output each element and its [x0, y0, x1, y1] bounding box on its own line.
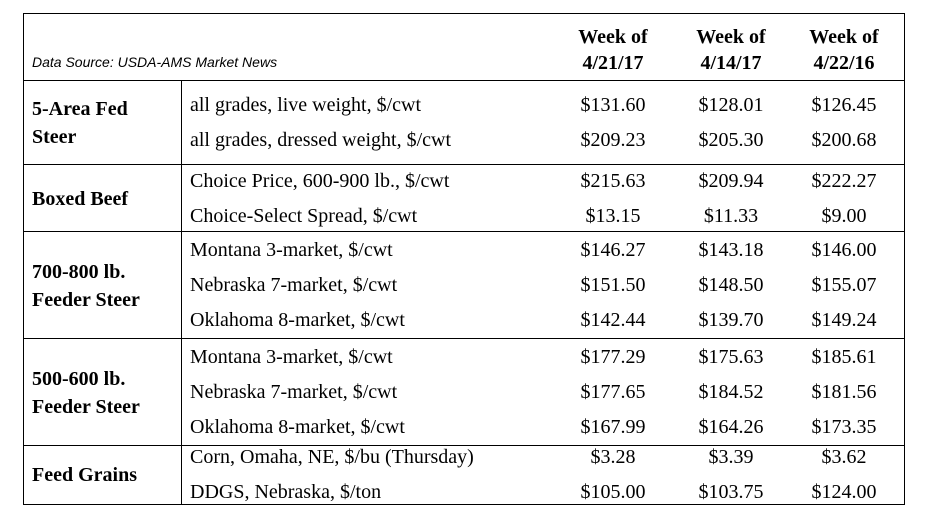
price-cell: $9.00 [821, 205, 867, 227]
table-row: DDGS, Nebraska, $/ton $105.00 $103.75 $124.… [24, 475, 904, 509]
column-header-line1: Week of [578, 26, 648, 48]
column-header-date: 4/21/17 [582, 52, 644, 74]
table-row: all grades, live weight, $/cwt $131.60 $12… [24, 88, 904, 122]
price-cell: $3.39 [708, 446, 754, 468]
price-cell: $105.00 [580, 481, 646, 503]
price-cell: $146.27 [580, 239, 646, 261]
table-row: Choice Price, 600-900 lb., $/cwt $215.63 $… [24, 164, 904, 198]
group-label-line: Steer [32, 126, 77, 148]
table-row: Oklahoma 8-market, $/cwt $142.44 $139.70 $1… [24, 303, 904, 337]
group-label-line: 500-600 lb. [32, 368, 126, 390]
table-row: Montana 3-market, $/cwt $177.29 $175.63 $18… [24, 340, 904, 374]
price-cell: $155.07 [811, 274, 877, 296]
price-cell: $143.18 [698, 239, 764, 261]
group-label-line: Feeder Steer [32, 289, 140, 311]
group-label: 5-Area Fed Steer [32, 95, 128, 151]
row-label: Montana 3-market, $/cwt [190, 346, 393, 368]
column-header-date: 4/22/16 [813, 52, 875, 74]
column-divider [181, 339, 182, 445]
price-cell: $126.45 [811, 94, 877, 116]
column-header-week-2: Week of 4/14/17 [676, 24, 786, 76]
column-header-week-3: Week of 4/22/16 [789, 24, 899, 76]
row-group: 500-600 lb. Feeder Steer Montana 3-market,… [24, 339, 904, 446]
price-cell: $146.00 [811, 239, 877, 261]
table-row: Corn, Omaha, NE, $/bu (Thursday) $3.28 $3.… [24, 440, 904, 474]
row-group: Boxed Beef Choice Price, 600-900 lb., $/c… [24, 165, 904, 232]
price-cell: $167.99 [580, 416, 646, 438]
column-divider [181, 80, 182, 164]
group-label-line: 5-Area Fed [32, 98, 128, 120]
price-cell: $13.15 [585, 205, 641, 227]
group-label: 700-800 lb. Feeder Steer [32, 258, 140, 314]
column-header-week-1: Week of 4/21/17 [558, 24, 668, 76]
group-label-line: Feed Grains [32, 464, 137, 486]
group-label: Boxed Beef [32, 185, 128, 213]
table-row: Nebraska 7-market, $/cwt $151.50 $148.50 $1… [24, 268, 904, 302]
group-label-line: 700-800 lb. [32, 261, 126, 283]
price-cell: $131.60 [580, 94, 646, 116]
price-cell: $103.75 [698, 481, 764, 503]
row-label: Montana 3-market, $/cwt [190, 239, 393, 261]
row-group: 700-800 lb. Feeder Steer Montana 3-market,… [24, 232, 904, 339]
price-cell: $128.01 [698, 94, 764, 116]
row-label: Nebraska 7-market, $/cwt [190, 381, 398, 403]
row-group: Feed Grains Corn, Omaha, NE, $/bu (Thursd… [24, 446, 904, 504]
group-label: Feed Grains [32, 461, 137, 489]
price-cell: $222.27 [811, 170, 877, 192]
price-cell: $164.26 [698, 416, 764, 438]
row-label: Nebraska 7-market, $/cwt [190, 274, 398, 296]
row-label: Oklahoma 8-market, $/cwt [190, 309, 405, 331]
price-cell: $184.52 [698, 381, 764, 403]
price-cell: $149.24 [811, 309, 877, 331]
row-label: all grades, dressed weight, $/cwt [190, 129, 452, 151]
market-price-table: Data Source: USDA-AMS Market News Week o… [23, 13, 905, 505]
price-cell: $209.23 [580, 129, 646, 151]
price-cell: $151.50 [580, 274, 646, 296]
price-cell: $142.44 [580, 309, 646, 331]
column-divider [181, 232, 182, 338]
price-cell: $215.63 [580, 170, 646, 192]
price-cell: $185.61 [811, 346, 877, 368]
row-label: Corn, Omaha, NE, $/bu (Thursday) [190, 446, 474, 468]
row-group: 5-Area Fed Steer all grades, live weight, … [24, 80, 904, 165]
column-divider [181, 446, 182, 504]
table-row: all grades, dressed weight, $/cwt $209.23… [24, 123, 904, 157]
row-label: Choice Price, 600-900 lb., $/cwt [190, 170, 450, 192]
data-source-note: Data Source: USDA-AMS Market News [32, 54, 278, 70]
price-cell: $200.68 [811, 129, 877, 151]
price-cell: $177.65 [580, 381, 646, 403]
table-header: Data Source: USDA-AMS Market News Week o… [24, 14, 904, 81]
column-header-line1: Week of [809, 26, 879, 48]
price-cell: $3.62 [821, 446, 867, 468]
row-label: DDGS, Nebraska, $/ton [190, 481, 382, 503]
group-label-line: Feeder Steer [32, 396, 140, 418]
column-header-date: 4/14/17 [700, 52, 762, 74]
price-cell: $3.28 [590, 446, 636, 468]
price-cell: $148.50 [698, 274, 764, 296]
row-label: all grades, live weight, $/cwt [190, 94, 422, 116]
table-row: Choice-Select Spread, $/cwt $13.15 $11.33 $… [24, 199, 904, 233]
price-cell: $173.35 [811, 416, 877, 438]
table-row: Nebraska 7-market, $/cwt $177.65 $184.52 $1… [24, 375, 904, 409]
group-label: 500-600 lb. Feeder Steer [32, 365, 140, 421]
group-label-line: Boxed Beef [32, 188, 129, 210]
row-label: Choice-Select Spread, $/cwt [190, 205, 418, 227]
price-cell: $139.70 [698, 309, 764, 331]
table-row: Montana 3-market, $/cwt $146.27 $143.18 $14… [24, 233, 904, 267]
price-cell: $209.94 [698, 170, 764, 192]
price-cell: $205.30 [698, 129, 764, 151]
price-cell: $177.29 [580, 346, 646, 368]
table-row: Oklahoma 8-market, $/cwt $167.99 $164.26 $1… [24, 410, 904, 444]
price-cell: $11.33 [703, 205, 759, 227]
column-header-line1: Week of [696, 26, 766, 48]
price-cell: $124.00 [811, 481, 877, 503]
row-label: Oklahoma 8-market, $/cwt [190, 416, 405, 438]
price-cell: $181.56 [811, 381, 877, 403]
price-cell: $175.63 [698, 346, 764, 368]
column-divider [181, 165, 182, 231]
